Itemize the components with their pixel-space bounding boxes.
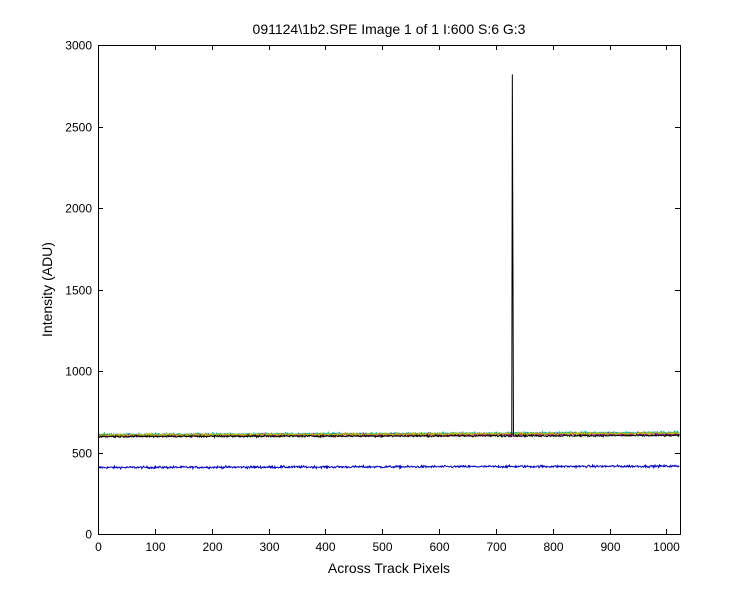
- y-tick-label: 1000: [65, 365, 92, 379]
- x-tick-label: 600: [429, 540, 449, 554]
- y-tick-label: 500: [72, 447, 92, 461]
- x-tick-label: 800: [543, 540, 563, 554]
- x-tick-label: 900: [600, 540, 620, 554]
- series-line-7: [97, 74, 680, 439]
- tick-layer: 0 100 200 300 400 500 600 700 800 900 1000 0 500 1000…: [65, 39, 680, 555]
- y-tick-label: 3000: [65, 39, 92, 53]
- y-tick-label: 2500: [65, 121, 92, 135]
- y-tick-label: 0: [85, 528, 92, 542]
- plot-area: [98, 45, 680, 534]
- series-line-1: [97, 463, 680, 471]
- x-tick-label: 400: [315, 540, 335, 554]
- x-tick-label: 1000: [653, 540, 680, 554]
- x-tick-label: 700: [486, 540, 506, 554]
- x-tick-label: 100: [145, 540, 165, 554]
- x-tick-label: 300: [259, 540, 279, 554]
- series-line-6: [97, 430, 680, 439]
- x-tick-label: 0: [95, 540, 102, 554]
- y-tick-label: 1500: [65, 284, 92, 298]
- chart-title: 091124\1b2.SPE Image 1 of 1 I:600 S:6 G:…: [253, 21, 526, 37]
- y-tick-label: 2000: [65, 202, 92, 216]
- x-tick-label: 200: [202, 540, 222, 554]
- x-axis-label: Across Track Pixels: [328, 560, 450, 576]
- series-layer: [97, 74, 680, 471]
- y-axis-label: Intensity (ADU): [39, 242, 55, 337]
- x-tick-label: 500: [372, 540, 392, 554]
